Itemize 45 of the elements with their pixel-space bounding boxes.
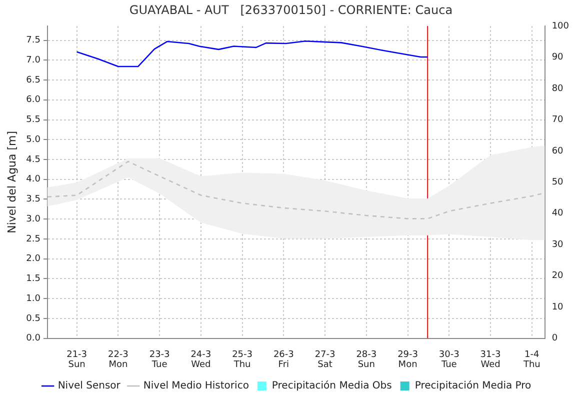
y2-tick-label: 40 [552,208,564,219]
y-tick-label: 6.0 [26,95,41,106]
y2-tick-label: 90 [552,52,564,63]
y2-tick-label: 10 [552,302,564,312]
y-tick-label: 0.0 [26,334,41,344]
y-tick-label: 2.0 [26,254,41,264]
y-tick-label: 5.0 [26,134,41,145]
x-tick-label: 22-3 Mon [108,350,128,370]
y-tick-label: 3.0 [26,214,41,224]
y2-tick-label: 20 [552,271,564,282]
x-tick-label: 23-3 Tue [149,350,170,370]
x-tick-label: 27-3 Sat [314,350,336,370]
y2-tick-label: 30 [552,240,564,250]
y2-tick-label: 80 [552,84,564,94]
x-tick-label: 30-3 Tue [438,350,460,370]
y2-tick-label: 70 [552,115,564,126]
y-tick-label: 3.5 [26,194,41,205]
x-tick-label: 25-3 Thu [232,350,253,370]
chart-title: GUAYABAL - AUT [2633700150] - CORRIENTE: Cauca [128,3,454,17]
y2-tick-label: 100 [552,21,570,32]
y-tick-label: 7.0 [26,56,41,66]
y2-tick-label: 50 [552,177,564,188]
y2-tick-label: 0 [552,334,558,344]
y-tick-label: 1.0 [26,294,41,304]
y-tick-label: 5.5 [26,115,41,126]
y-axis-title: Nivel del Agua [m] [5,130,18,234]
y-tick-label: 1.5 [26,274,41,284]
x-tick-label: 29-3 Mon [398,350,418,370]
legend-label: Precipitación Media Obs [272,380,392,392]
y-tick-label: 0.5 [26,314,41,324]
y-tick-label: 4.5 [26,154,41,165]
x-tick-label: 31-3 Wed [480,350,501,370]
x-tick-label: 26-3 Fri [273,350,294,370]
y-tick-label: 6.5 [26,75,41,86]
legend-label: Precipitación Media Pro [414,380,532,392]
y-tick-label: 4.0 [26,174,41,185]
y-tick-label: 7.5 [26,36,41,46]
legend-label: Nivel Medio Historico [143,380,249,392]
x-tick-label: 1-4 Thu [522,350,540,370]
y-tick-label: 2.5 [26,234,41,244]
x-tick-label: 21-3 Sun [66,350,88,370]
x-tick-label: 28-3 Sun [356,350,377,370]
legend-label: Nivel Sensor [58,380,122,392]
x-tick-label: 24-3 Wed [190,350,212,370]
y2-tick-label: 60 [552,146,564,156]
